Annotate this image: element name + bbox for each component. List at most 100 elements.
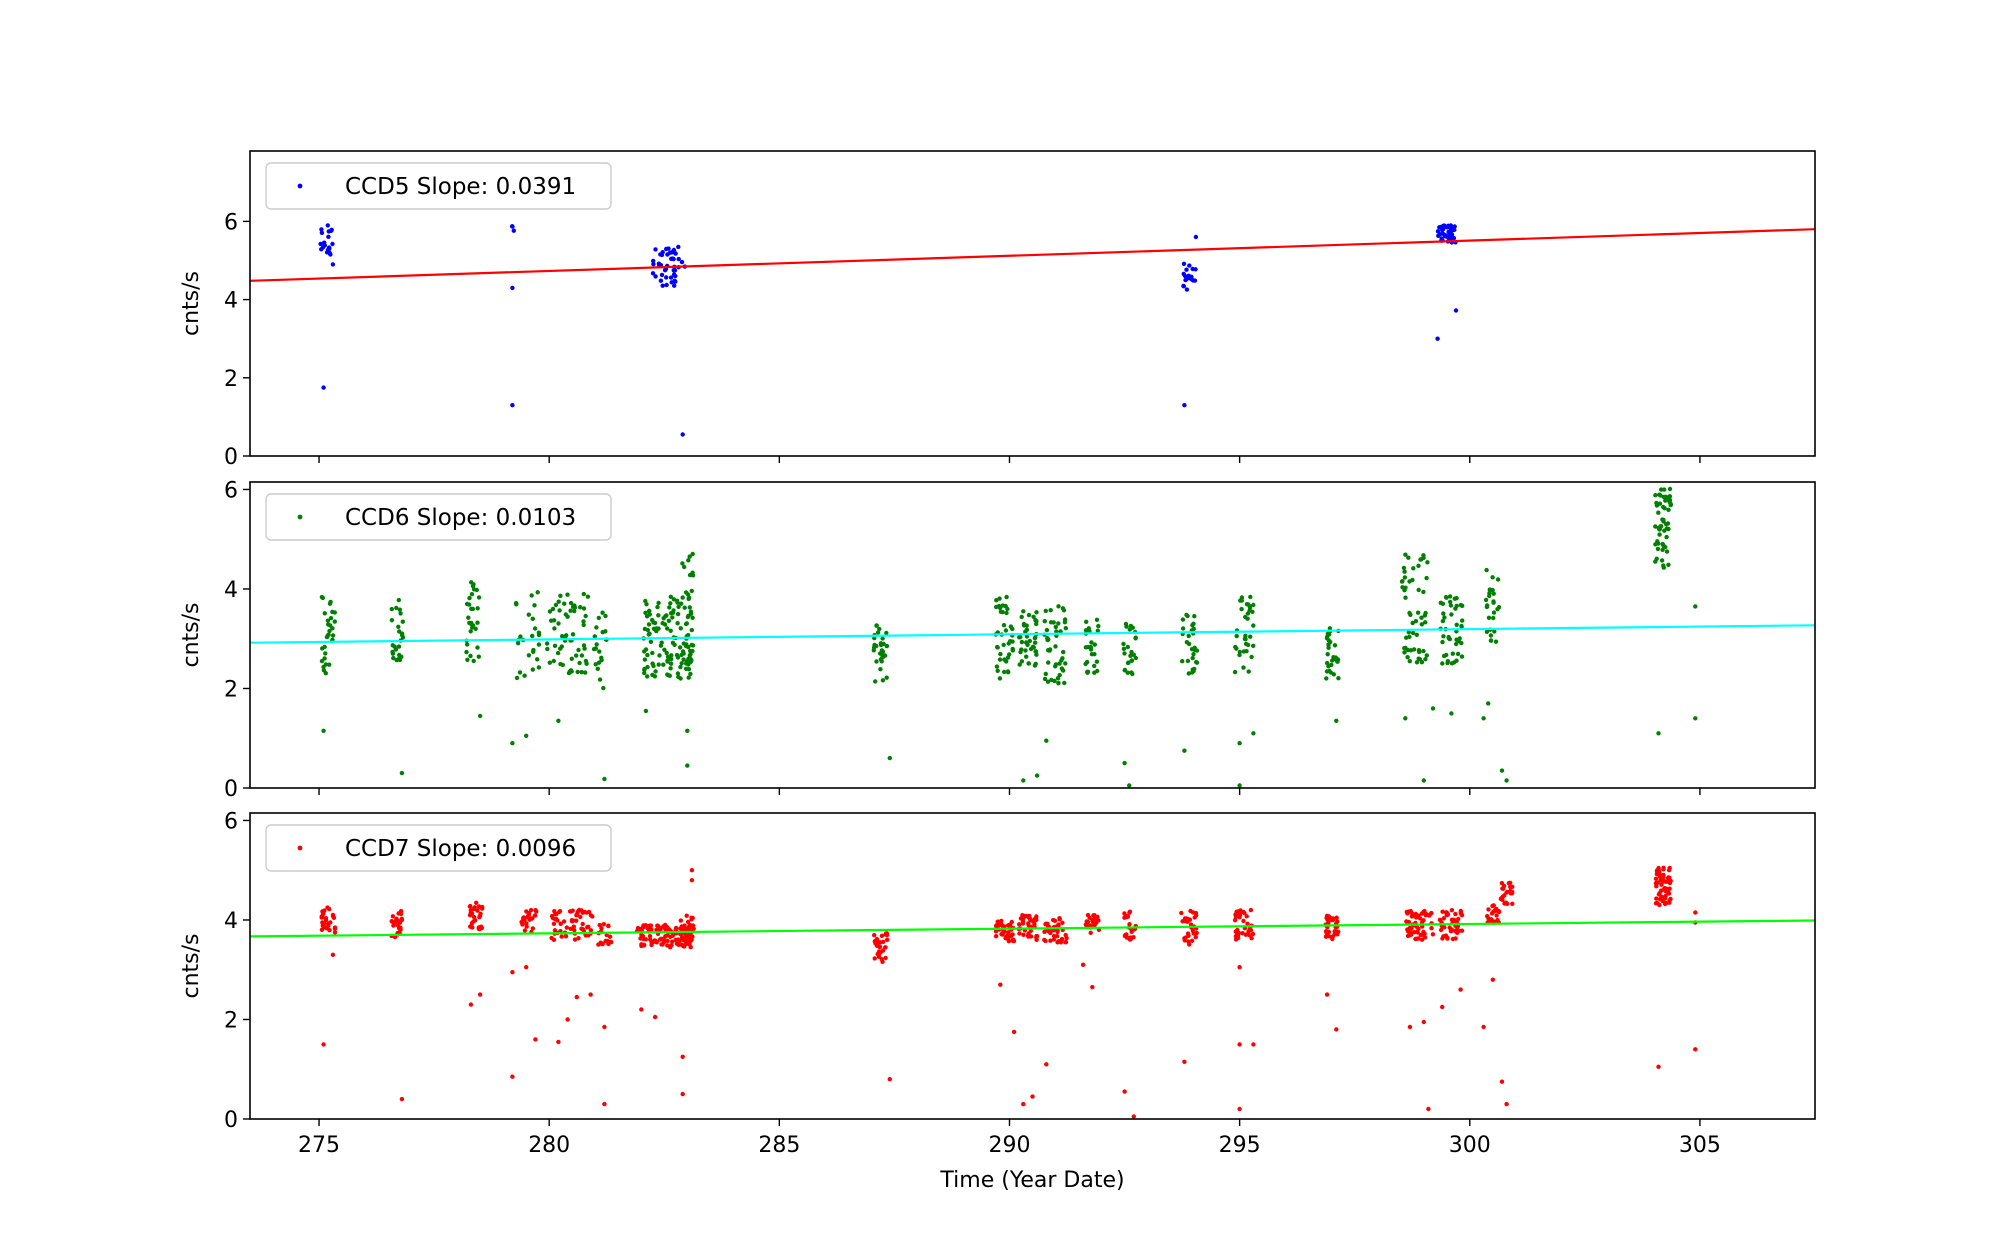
- data-point: [330, 952, 336, 957]
- data-point: [536, 665, 542, 670]
- data-point: [572, 937, 578, 942]
- data-point: [1240, 931, 1245, 936]
- data-point: [572, 927, 577, 933]
- data-point: [1667, 900, 1672, 905]
- data-point: [1090, 984, 1095, 990]
- data-point: [1435, 336, 1440, 341]
- data-point: [1326, 632, 1332, 637]
- data-point: [686, 558, 691, 563]
- data-point: [1027, 913, 1032, 919]
- data-point: [1192, 614, 1197, 619]
- data-point: [1189, 938, 1195, 943]
- data-point: [1666, 562, 1671, 567]
- data-point: [550, 606, 556, 612]
- data-point: [1031, 614, 1036, 619]
- data-point: [563, 934, 569, 939]
- data-point: [1002, 669, 1007, 675]
- data-point: [1417, 649, 1422, 655]
- data-point: [1445, 225, 1450, 230]
- data-point: [1419, 557, 1424, 562]
- data-point: [658, 278, 664, 283]
- data-point: [327, 250, 332, 255]
- data-point: [642, 666, 647, 672]
- data-point: [994, 923, 999, 928]
- data-point: [547, 609, 553, 614]
- data-point: [997, 676, 1003, 681]
- plot-area: [250, 865, 1815, 1119]
- data-point: [1025, 933, 1031, 938]
- data-point: [1191, 931, 1197, 936]
- data-point: [1693, 716, 1698, 721]
- legend-marker: [297, 183, 303, 189]
- data-point: [881, 641, 886, 647]
- data-point: [1023, 654, 1029, 659]
- fit-line: [250, 919, 1815, 938]
- data-point: [1186, 933, 1191, 938]
- data-point: [665, 626, 670, 631]
- data-point: [1235, 933, 1241, 938]
- data-point: [1488, 633, 1494, 638]
- x-axis-label: Time (Year Date): [939, 1168, 1124, 1193]
- data-point: [1054, 629, 1059, 634]
- data-point: [673, 251, 678, 256]
- data-point: [674, 598, 680, 603]
- data-point: [1450, 651, 1456, 656]
- data-point: [607, 934, 613, 939]
- series-1: [318, 223, 1459, 437]
- y-axis-label: cnts/s: [179, 933, 204, 998]
- data-point: [536, 642, 542, 647]
- data-point: [880, 959, 885, 964]
- data-point: [510, 741, 515, 746]
- data-point: [579, 669, 584, 675]
- data-point: [1666, 891, 1672, 896]
- data-point: [650, 661, 655, 666]
- data-point: [879, 933, 885, 938]
- data-point: [1021, 915, 1026, 921]
- data-point: [330, 913, 336, 919]
- data-point: [474, 587, 479, 593]
- data-point: [1402, 646, 1407, 651]
- data-point: [321, 385, 326, 390]
- data-point: [1414, 660, 1420, 665]
- data-point: [679, 924, 684, 929]
- data-point: [1186, 939, 1191, 944]
- data-point: [1324, 992, 1330, 997]
- data-point: [1088, 930, 1093, 935]
- data-point: [1017, 662, 1022, 667]
- data-point: [691, 926, 696, 931]
- data-point: [883, 945, 888, 950]
- data-point: [1426, 1106, 1431, 1112]
- data-point: [1185, 919, 1190, 924]
- data-point: [1654, 869, 1660, 874]
- data-point: [1441, 634, 1446, 639]
- data-point: [877, 626, 882, 632]
- data-point: [687, 605, 692, 610]
- data-point: [321, 925, 326, 930]
- data-point: [655, 923, 661, 928]
- data-point: [1661, 867, 1666, 872]
- x-tick-label: 275: [298, 1133, 340, 1158]
- data-point: [887, 1077, 892, 1082]
- data-point: [1661, 887, 1667, 892]
- data-point: [466, 615, 471, 620]
- data-point: [1032, 921, 1037, 927]
- data-point: [1060, 656, 1065, 661]
- data-point: [549, 913, 555, 919]
- data-point: [328, 599, 333, 605]
- data-point: [1405, 933, 1411, 939]
- data-point: [1234, 633, 1239, 639]
- data-point: [1233, 937, 1239, 942]
- data-point: [1488, 638, 1494, 643]
- data-point: [1190, 655, 1195, 661]
- data-point: [323, 671, 328, 676]
- data-point: [668, 666, 673, 671]
- data-point: [665, 659, 670, 664]
- data-point: [522, 917, 527, 923]
- data-point: [1021, 609, 1026, 614]
- data-point: [1423, 913, 1429, 918]
- data-point: [1190, 266, 1195, 272]
- data-point: [476, 904, 482, 909]
- data-point: [1033, 635, 1038, 640]
- data-point: [875, 630, 881, 635]
- data-point: [648, 926, 654, 932]
